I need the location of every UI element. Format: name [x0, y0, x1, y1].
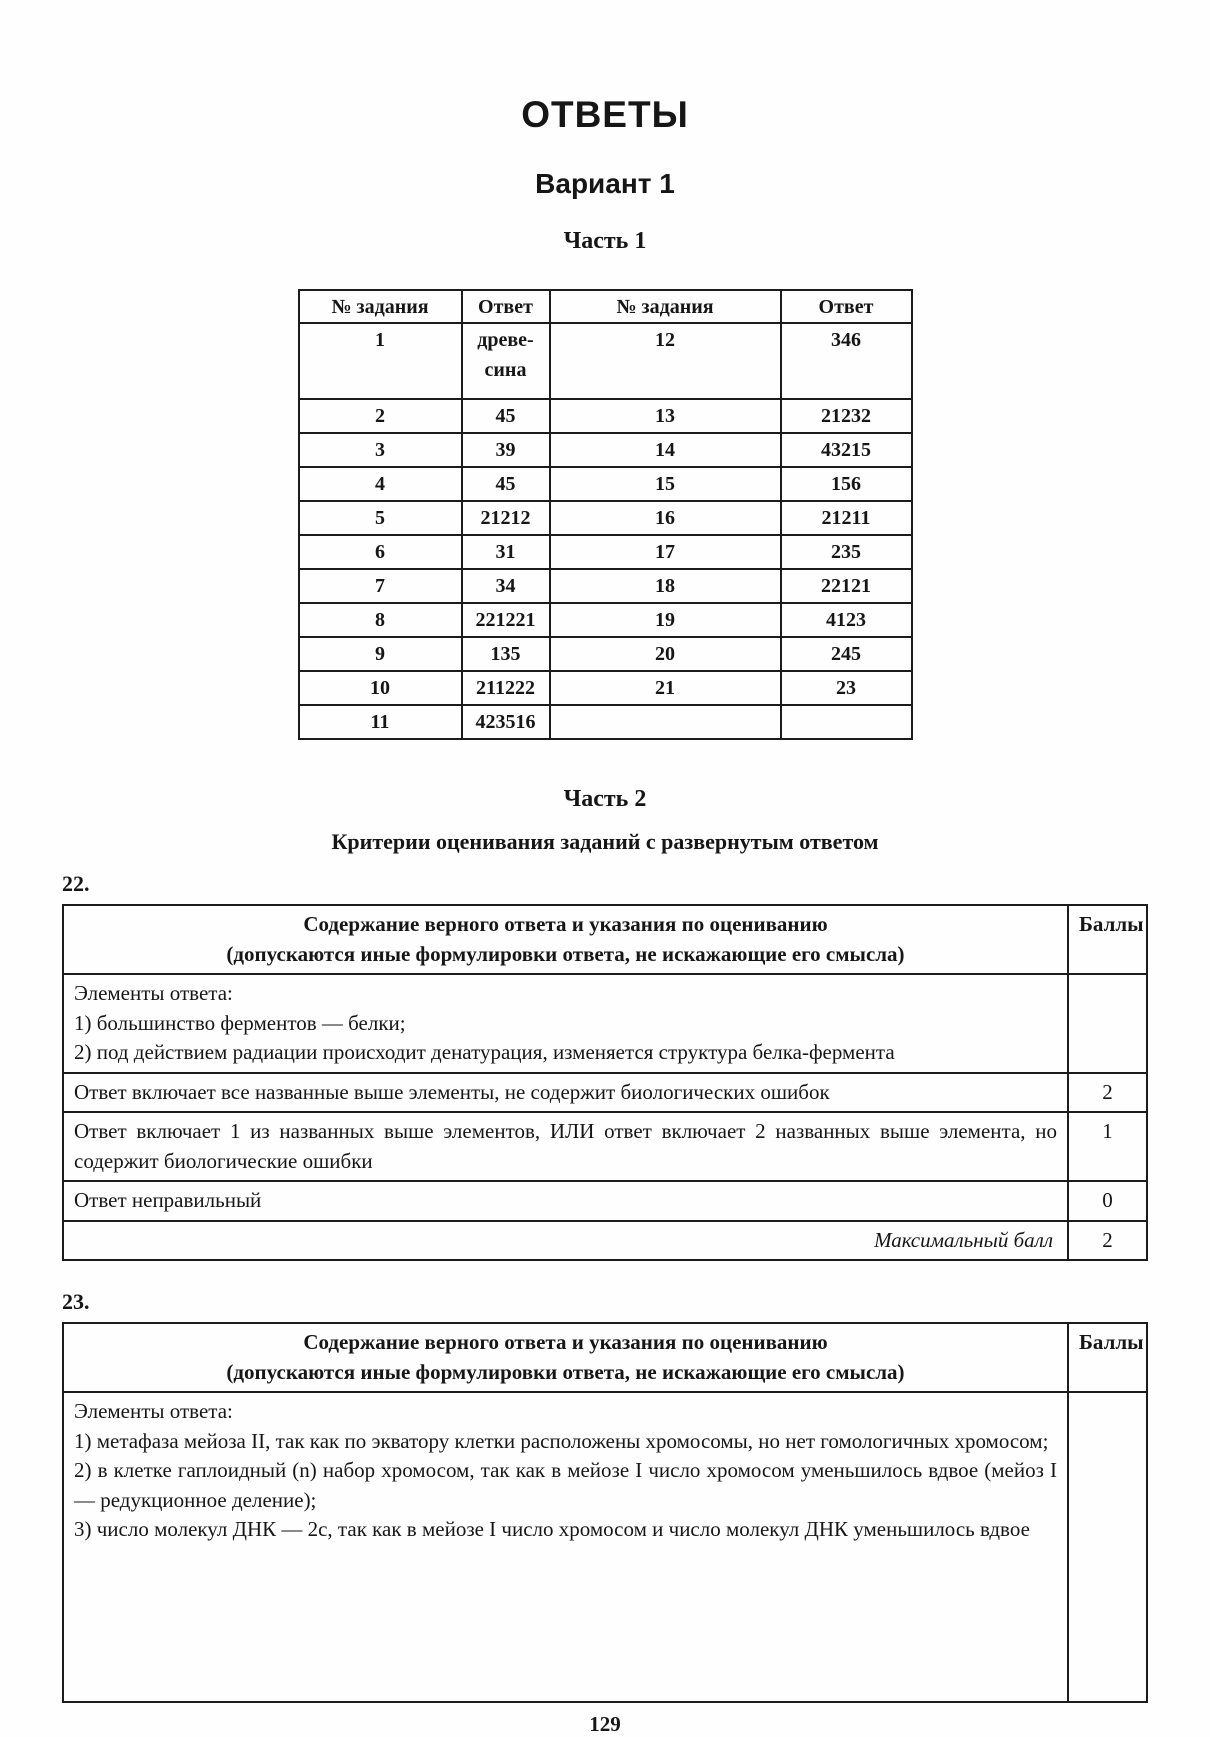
criteria-text: Ответ включает 1 из названных выше элеме…: [62, 1111, 1069, 1182]
task-number: 14: [548, 432, 782, 468]
task-number: 3: [297, 432, 463, 468]
table-row: 9 135 20 245: [297, 636, 913, 672]
table-row: 7 34 18 22121: [297, 568, 913, 604]
criteria-text: Элементы ответа: 1) большинство ферменто…: [62, 973, 1069, 1074]
criteria-row: Элементы ответа: 1) метафаза мейоза II, …: [62, 1391, 1148, 1703]
criteria-header-line2: (допускаются иные формулировки ответа, н…: [226, 941, 905, 966]
criteria-row: Элементы ответа: 1) большинство ферменто…: [62, 973, 1148, 1074]
answer-value: 346: [779, 322, 913, 400]
answer-value: 31: [460, 534, 551, 570]
task-number: 5: [297, 500, 463, 536]
task23-label: 23.: [62, 1289, 90, 1314]
answer-value: 4123: [779, 602, 913, 638]
variant-heading: Вариант 1: [535, 168, 675, 199]
criteria-header-line1: Содержание верного ответа и указания по …: [303, 1330, 828, 1354]
criteria-header-cell: Содержание верного ответа и указания по …: [62, 904, 1069, 975]
score-header-cell: Баллы: [1067, 1322, 1148, 1393]
column-header: № задания: [548, 289, 782, 324]
task-number: 2: [297, 398, 463, 434]
task23-criteria-table: Содержание верного ответа и указания по …: [62, 1322, 1148, 1703]
table-row: 6 31 17 235: [297, 534, 913, 570]
criteria-header-line1: Содержание верного ответа и указания по …: [303, 912, 828, 936]
task-number: 7: [297, 568, 463, 604]
task-number: 4: [297, 466, 463, 502]
criteria-row: Ответ неправильный 0: [62, 1180, 1148, 1222]
criteria-text: Ответ неправильный: [62, 1180, 1069, 1222]
column-header: № задания: [297, 289, 463, 324]
part1-heading: Часть 1: [563, 228, 647, 254]
score-value: 1: [1067, 1111, 1148, 1182]
task-number: 19: [548, 602, 782, 638]
answer-value: 235: [779, 534, 913, 570]
column-header: Ответ: [460, 289, 551, 324]
answer-key-header-row: № задания Ответ № задания Ответ: [297, 289, 913, 324]
score-value: 0: [1067, 1180, 1148, 1222]
answer-value: 39: [460, 432, 551, 468]
table-row: 5 21212 16 21211: [297, 500, 913, 536]
criteria-header-row: Содержание верного ответа и указания по …: [62, 1322, 1148, 1393]
answer-value: 21211: [779, 500, 913, 536]
table-row: 1 древе- сина 12 346: [297, 322, 913, 400]
answer-value: [779, 704, 913, 740]
task-number: 11: [297, 704, 463, 740]
table-row: 2 45 13 21232: [297, 398, 913, 434]
task-number: 12: [548, 322, 782, 400]
criteria-row: Ответ включает 1 из названных выше элеме…: [62, 1111, 1148, 1182]
answer-value: древе- сина: [460, 322, 551, 400]
answer-key-table: № задания Ответ № задания Ответ 1 древе-…: [297, 289, 913, 740]
table-row: 4 45 15 156: [297, 466, 913, 502]
max-score-row: Максимальный балл 2: [62, 1219, 1148, 1261]
answer-value: 43215: [779, 432, 913, 468]
answer-value: 156: [779, 466, 913, 502]
table-row: 11 423516: [297, 704, 913, 740]
score-value: 2: [1067, 1071, 1148, 1113]
score-header-cell: Баллы: [1067, 904, 1148, 975]
criteria-text: Элементы ответа: 1) метафаза мейоза II, …: [62, 1391, 1069, 1703]
answer-value: 22121: [779, 568, 913, 604]
task-number: [548, 704, 782, 740]
answer-value: 45: [460, 466, 551, 502]
criteria-heading: Критерии оценивания заданий с развернуты…: [331, 829, 879, 854]
max-score-value: 2: [1067, 1219, 1148, 1261]
task22-label: 22.: [62, 871, 90, 896]
answer-value: 21212: [460, 500, 551, 536]
table-row: 8 221221 19 4123: [297, 602, 913, 638]
answer-value: 211222: [460, 670, 551, 706]
task-number: 6: [297, 534, 463, 570]
task-number: 8: [297, 602, 463, 638]
answer-value: 21232: [779, 398, 913, 434]
task-number: 17: [548, 534, 782, 570]
table-row: 10 211222 21 23: [297, 670, 913, 706]
task-number: 9: [297, 636, 463, 672]
answer-value: 221221: [460, 602, 551, 638]
column-header: Ответ: [779, 289, 913, 324]
task-number: 13: [548, 398, 782, 434]
task-number: 18: [548, 568, 782, 604]
task-number: 1: [297, 322, 463, 400]
task-number: 10: [297, 670, 463, 706]
criteria-text: Ответ включает все названные выше элемен…: [62, 1071, 1069, 1113]
answer-value: 34: [460, 568, 551, 604]
criteria-header-row: Содержание верного ответа и указания по …: [62, 904, 1148, 975]
answer-value: 45: [460, 398, 551, 434]
task-number: 16: [548, 500, 782, 536]
answer-value: 23: [779, 670, 913, 706]
page-number: 129: [589, 1712, 621, 1736]
criteria-header-line2: (допускаются иные формулировки ответа, н…: [226, 1359, 905, 1384]
page-title: ОТВЕТЫ: [521, 94, 689, 135]
answer-value: 135: [460, 636, 551, 672]
task-number: 15: [548, 466, 782, 502]
score-value: [1067, 1391, 1148, 1703]
criteria-header-cell: Содержание верного ответа и указания по …: [62, 1322, 1069, 1393]
answer-value: 245: [779, 636, 913, 672]
max-score-label: Максимальный балл: [62, 1219, 1069, 1261]
task22-criteria-table: Содержание верного ответа и указания по …: [62, 904, 1148, 1261]
answer-value: 423516: [460, 704, 551, 740]
task-number: 21: [548, 670, 782, 706]
table-row: 3 39 14 43215: [297, 432, 913, 468]
task-number: 20: [548, 636, 782, 672]
part2-heading: Часть 2: [563, 786, 647, 812]
criteria-row: Ответ включает все названные выше элемен…: [62, 1071, 1148, 1113]
score-value: [1067, 973, 1148, 1074]
